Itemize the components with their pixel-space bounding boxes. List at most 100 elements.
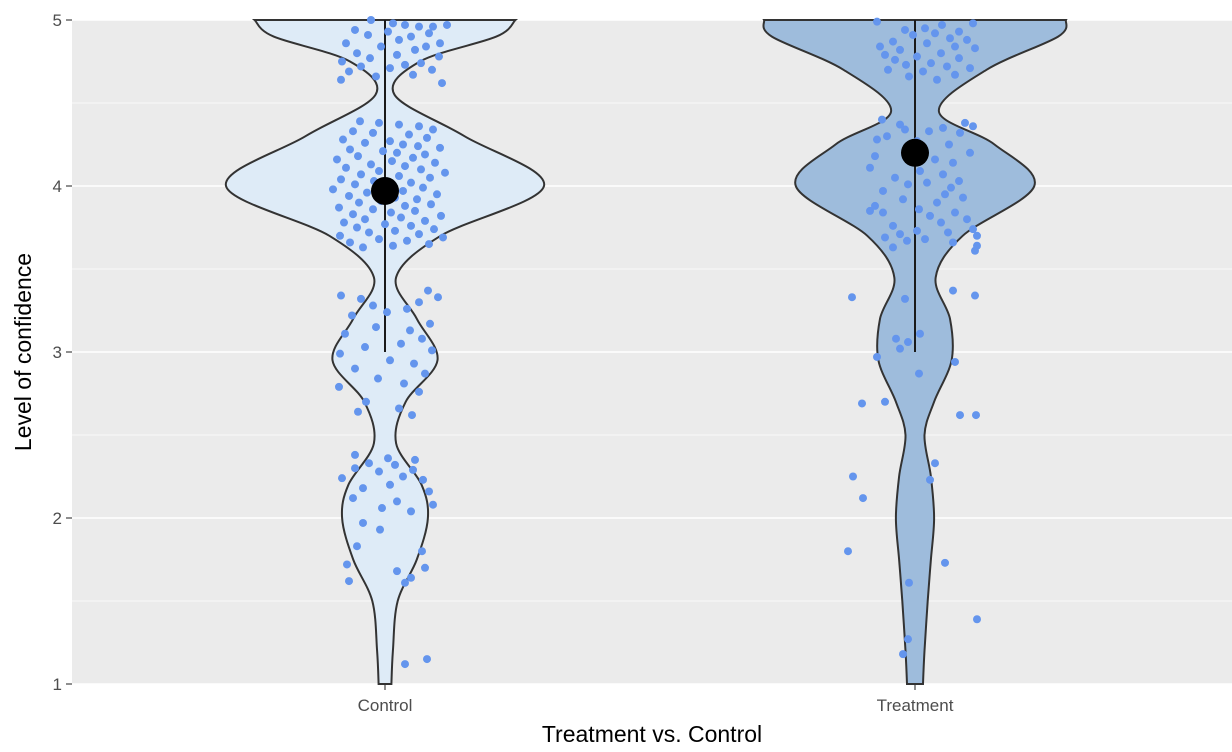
data-point [418, 334, 426, 343]
data-point [395, 404, 403, 413]
data-point [896, 344, 904, 353]
violin-group-treatment [762, 17, 1068, 685]
data-point [947, 183, 955, 192]
data-point [899, 195, 907, 204]
data-point [364, 30, 372, 39]
data-point [896, 45, 904, 54]
data-point [345, 191, 353, 200]
data-point [384, 27, 392, 36]
data-point [401, 60, 409, 69]
data-point [969, 225, 977, 234]
data-point [873, 352, 881, 361]
data-point [959, 193, 967, 202]
data-point [923, 178, 931, 187]
data-point [346, 238, 354, 247]
y-tick-label: 3 [53, 343, 62, 362]
data-point [359, 484, 367, 493]
data-point [876, 42, 884, 51]
data-point [429, 500, 437, 509]
data-point [411, 455, 419, 464]
mean-marker [371, 176, 399, 205]
data-point [973, 615, 981, 624]
data-point [393, 50, 401, 59]
data-point [397, 213, 405, 222]
data-point [858, 399, 866, 408]
data-point [375, 467, 383, 476]
data-point [401, 20, 409, 29]
data-point [351, 450, 359, 459]
data-point [866, 163, 874, 172]
data-point [913, 52, 921, 61]
data-point [955, 27, 963, 36]
data-point [418, 547, 426, 556]
data-point [391, 460, 399, 469]
data-point [926, 475, 934, 484]
data-point [421, 216, 429, 225]
data-point [423, 655, 431, 664]
data-point [381, 220, 389, 229]
data-point [905, 578, 913, 587]
data-point [361, 343, 369, 352]
data-point [401, 162, 409, 171]
data-point [419, 475, 427, 484]
data-point [905, 72, 913, 81]
data-point [375, 167, 383, 176]
data-point [409, 465, 417, 474]
data-point [966, 148, 974, 157]
data-point [393, 148, 401, 157]
data-point [336, 349, 344, 358]
data-point [891, 55, 899, 64]
data-point [407, 221, 415, 230]
data-point [393, 567, 401, 576]
data-point [376, 525, 384, 534]
data-point [902, 60, 910, 69]
data-point [904, 180, 912, 189]
data-point [873, 135, 881, 144]
data-point [386, 356, 394, 365]
data-point [973, 231, 981, 240]
data-point [403, 304, 411, 313]
data-point [415, 387, 423, 396]
data-point [939, 123, 947, 132]
data-point [348, 311, 356, 320]
data-point [362, 397, 370, 406]
data-point [353, 49, 361, 58]
data-point [378, 504, 386, 513]
data-point [941, 190, 949, 199]
data-point [951, 208, 959, 217]
y-tick-label: 2 [53, 509, 62, 528]
data-point [971, 291, 979, 300]
data-point [375, 118, 383, 127]
data-point [883, 132, 891, 141]
data-point [395, 120, 403, 129]
data-point [386, 64, 394, 73]
data-point [361, 215, 369, 224]
data-point [351, 364, 359, 373]
data-point [866, 206, 874, 215]
data-point [401, 201, 409, 210]
data-point [384, 454, 392, 463]
data-point [372, 72, 380, 81]
data-point [369, 301, 377, 310]
data-point [335, 203, 343, 212]
data-point [361, 138, 369, 147]
data-point [421, 369, 429, 378]
data-point [335, 382, 343, 391]
data-point [903, 236, 911, 245]
data-point [437, 211, 445, 220]
violin-group-control [224, 16, 546, 685]
data-point [354, 407, 362, 416]
data-point [889, 221, 897, 230]
data-point [429, 125, 437, 134]
data-point [878, 115, 886, 124]
data-point [346, 145, 354, 154]
data-point [389, 19, 397, 28]
data-point [961, 118, 969, 127]
data-point [848, 293, 856, 302]
data-point [422, 42, 430, 51]
data-point [386, 480, 394, 489]
data-point [946, 34, 954, 43]
data-point [430, 225, 438, 234]
data-point [425, 240, 433, 249]
data-point [395, 35, 403, 44]
